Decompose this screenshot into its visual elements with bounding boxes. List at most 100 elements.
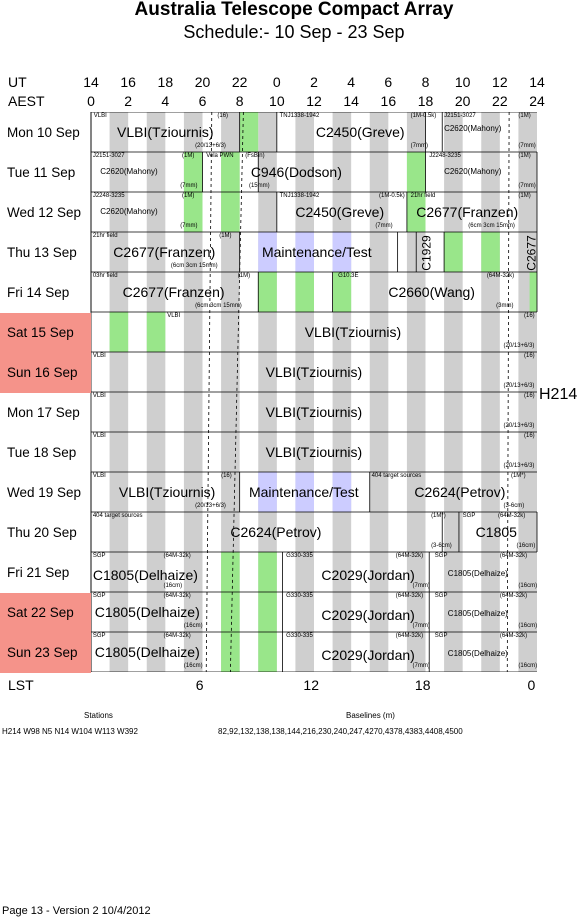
stations-value: H214 W98 N5 N14 W104 W113 W392 (2, 727, 138, 736)
tick-label: 22 (231, 74, 248, 90)
schedule-block-detail: (64M-32k) (395, 633, 424, 639)
day-label: Thu 13 Sep (7, 245, 77, 260)
schedule-block-detail: C1805(Delhaize) (447, 609, 508, 618)
highlight-cell (258, 232, 277, 272)
schedule-block-project: C1805(Delhaize) (94, 604, 200, 620)
schedule-block-detail: (16) (217, 113, 229, 119)
schedule-block-detail: (64M-32k) (499, 553, 528, 559)
schedule-block-detail: (16cm) (183, 623, 203, 629)
schedule-block-detail: (6cm 3cm 15mm) (195, 303, 242, 309)
day-label: Mon 17 Sep (7, 405, 80, 420)
tick-label: 8 (421, 74, 430, 90)
highlight-cell (258, 632, 277, 672)
tick-label: 20 (194, 74, 211, 90)
tick-label: 20 (454, 93, 471, 109)
day-label: Wed 12 Sep (7, 205, 82, 220)
schedule-block-detail: J2151-3027 (92, 153, 125, 159)
schedule-block-detail: (16) (523, 393, 535, 399)
schedule-block-detail: (1M) (518, 193, 531, 199)
tick-label: 2 (310, 74, 318, 90)
tick-label: 14 (343, 93, 359, 109)
schedule-block-detail: (64M-32k) (395, 593, 424, 599)
schedule-block-detail: SGP (92, 553, 106, 559)
highlight-cell (109, 312, 129, 352)
highlight-cell (444, 232, 463, 272)
highlight-cell (221, 152, 240, 192)
schedule-block-project: C2450(Greve) (295, 204, 385, 220)
schedule-block-detail: (3-6cm) (503, 503, 525, 509)
tick-label: 22 (492, 93, 508, 109)
schedule-block-detail: (7mm) (180, 223, 198, 229)
schedule-block-detail: (FsBin) (245, 153, 265, 159)
schedule-block-detail: (7mm) (412, 623, 430, 629)
schedule-block-project: C2677(Franzen) (113, 244, 216, 260)
schedule-block-detail: (1M-0.5k) (379, 193, 405, 199)
tick-label: 2 (124, 93, 133, 109)
schedule-block-detail: SGP (92, 633, 106, 639)
highlight-cell (221, 592, 240, 632)
schedule-block-project: VLBI(Tziournis) (117, 124, 214, 140)
schedule-block-detail: C2620(Mahony) (100, 167, 158, 176)
schedule-block-detail: (16cm) (163, 583, 183, 589)
schedule-block-detail: (64M-32k) (395, 553, 424, 559)
schedule-block-detail: 21hr field (410, 193, 436, 199)
day-label: Sat 15 Sep (0, 313, 91, 353)
schedule-block-detail: SGP (434, 593, 448, 599)
day-label: Sun 16 Sep (0, 353, 91, 393)
schedule-block-detail: G330-335 (286, 633, 313, 639)
schedule-block-detail: VLBI (92, 353, 106, 359)
day-label: Mon 10 Sep (7, 125, 80, 140)
schedule-block-detail: (1M) (182, 153, 195, 159)
schedule-block-detail: 21hr field (92, 233, 118, 239)
day-label: Fri 14 Sep (7, 285, 70, 300)
schedule-block-project: C2029(Jordan) (321, 567, 415, 583)
schedule-block-detail: (1M) (237, 273, 251, 279)
schedule-block-detail: TNJ1338-1942 (279, 193, 320, 199)
stations-label: Stations (84, 711, 113, 720)
schedule-block-detail: (7mm) (410, 143, 428, 149)
schedule-block-detail: (16cm) (516, 543, 536, 549)
schedule-block-detail: (1M) (219, 233, 232, 239)
schedule-block-detail: TNJ1338-1942 (279, 113, 320, 119)
schedule-block-detail: (64M-32k) (163, 553, 191, 559)
schedule-block-project: C2660(Wang) (388, 284, 475, 300)
schedule-block-project: C2624(Petrov) (230, 524, 322, 540)
schedule-block-detail: C1805(Delhaize) (447, 649, 508, 658)
schedule-block-detail: SGP (434, 633, 448, 639)
schedule-block-detail: (3-6cm) (431, 543, 452, 549)
schedule-block-project: Maintenance/Test (248, 484, 359, 500)
schedule-block-detail: (64M-32k) (486, 273, 515, 279)
tick-label: 0 (87, 93, 95, 109)
highlight-cell (258, 552, 277, 592)
day-label: Thu 20 Sep (7, 525, 77, 540)
tick-label: 16 (380, 93, 397, 109)
schedule-block-detail: (20/13+6/3) (503, 383, 535, 389)
schedule-block-project: C1805(Delhaize) (92, 567, 198, 583)
schedule-block-detail: VLBI (92, 473, 106, 479)
schedule-block-detail: (1M-0.5k) (410, 113, 437, 119)
tick-label: 18 (417, 93, 434, 109)
ut-axis-label: UT (8, 74, 27, 90)
schedule-block-detail: VLBI (92, 433, 106, 439)
schedule-block-detail: (16cm) (518, 623, 538, 629)
highlight-cell (258, 472, 277, 512)
tick-label: 24 (529, 93, 545, 109)
highlight-cell (221, 632, 240, 672)
tick-label: 4 (347, 74, 356, 90)
schedule-block-detail: SGP (92, 593, 106, 599)
schedule-block-detail: (1M) (182, 193, 195, 199)
schedule-block-detail: (1M*) (431, 513, 446, 519)
schedule-block-detail: (7mm) (412, 583, 430, 589)
schedule-block-detail: (7mm) (375, 223, 393, 229)
tick-label: 4 (161, 93, 170, 109)
schedule-block-project-vertical: C2677 (524, 235, 539, 271)
schedule-grid: VLBI (16) VLBI(Tziournis) (20/13+6/3) TNJ133… (0, 112, 539, 672)
schedule-block-detail: G10.3E (338, 273, 359, 279)
highlight-cell (295, 272, 314, 312)
schedule-block-detail: C2620(Mahony) (444, 124, 502, 133)
day-label: Sat 22 Sep (0, 593, 91, 633)
tick-label: 10 (454, 74, 471, 90)
highlight-cell (295, 232, 314, 272)
schedule-block-detail: (64M-32k) (499, 593, 528, 599)
schedule-block-project: VLBI(Tziournis) (118, 484, 216, 500)
